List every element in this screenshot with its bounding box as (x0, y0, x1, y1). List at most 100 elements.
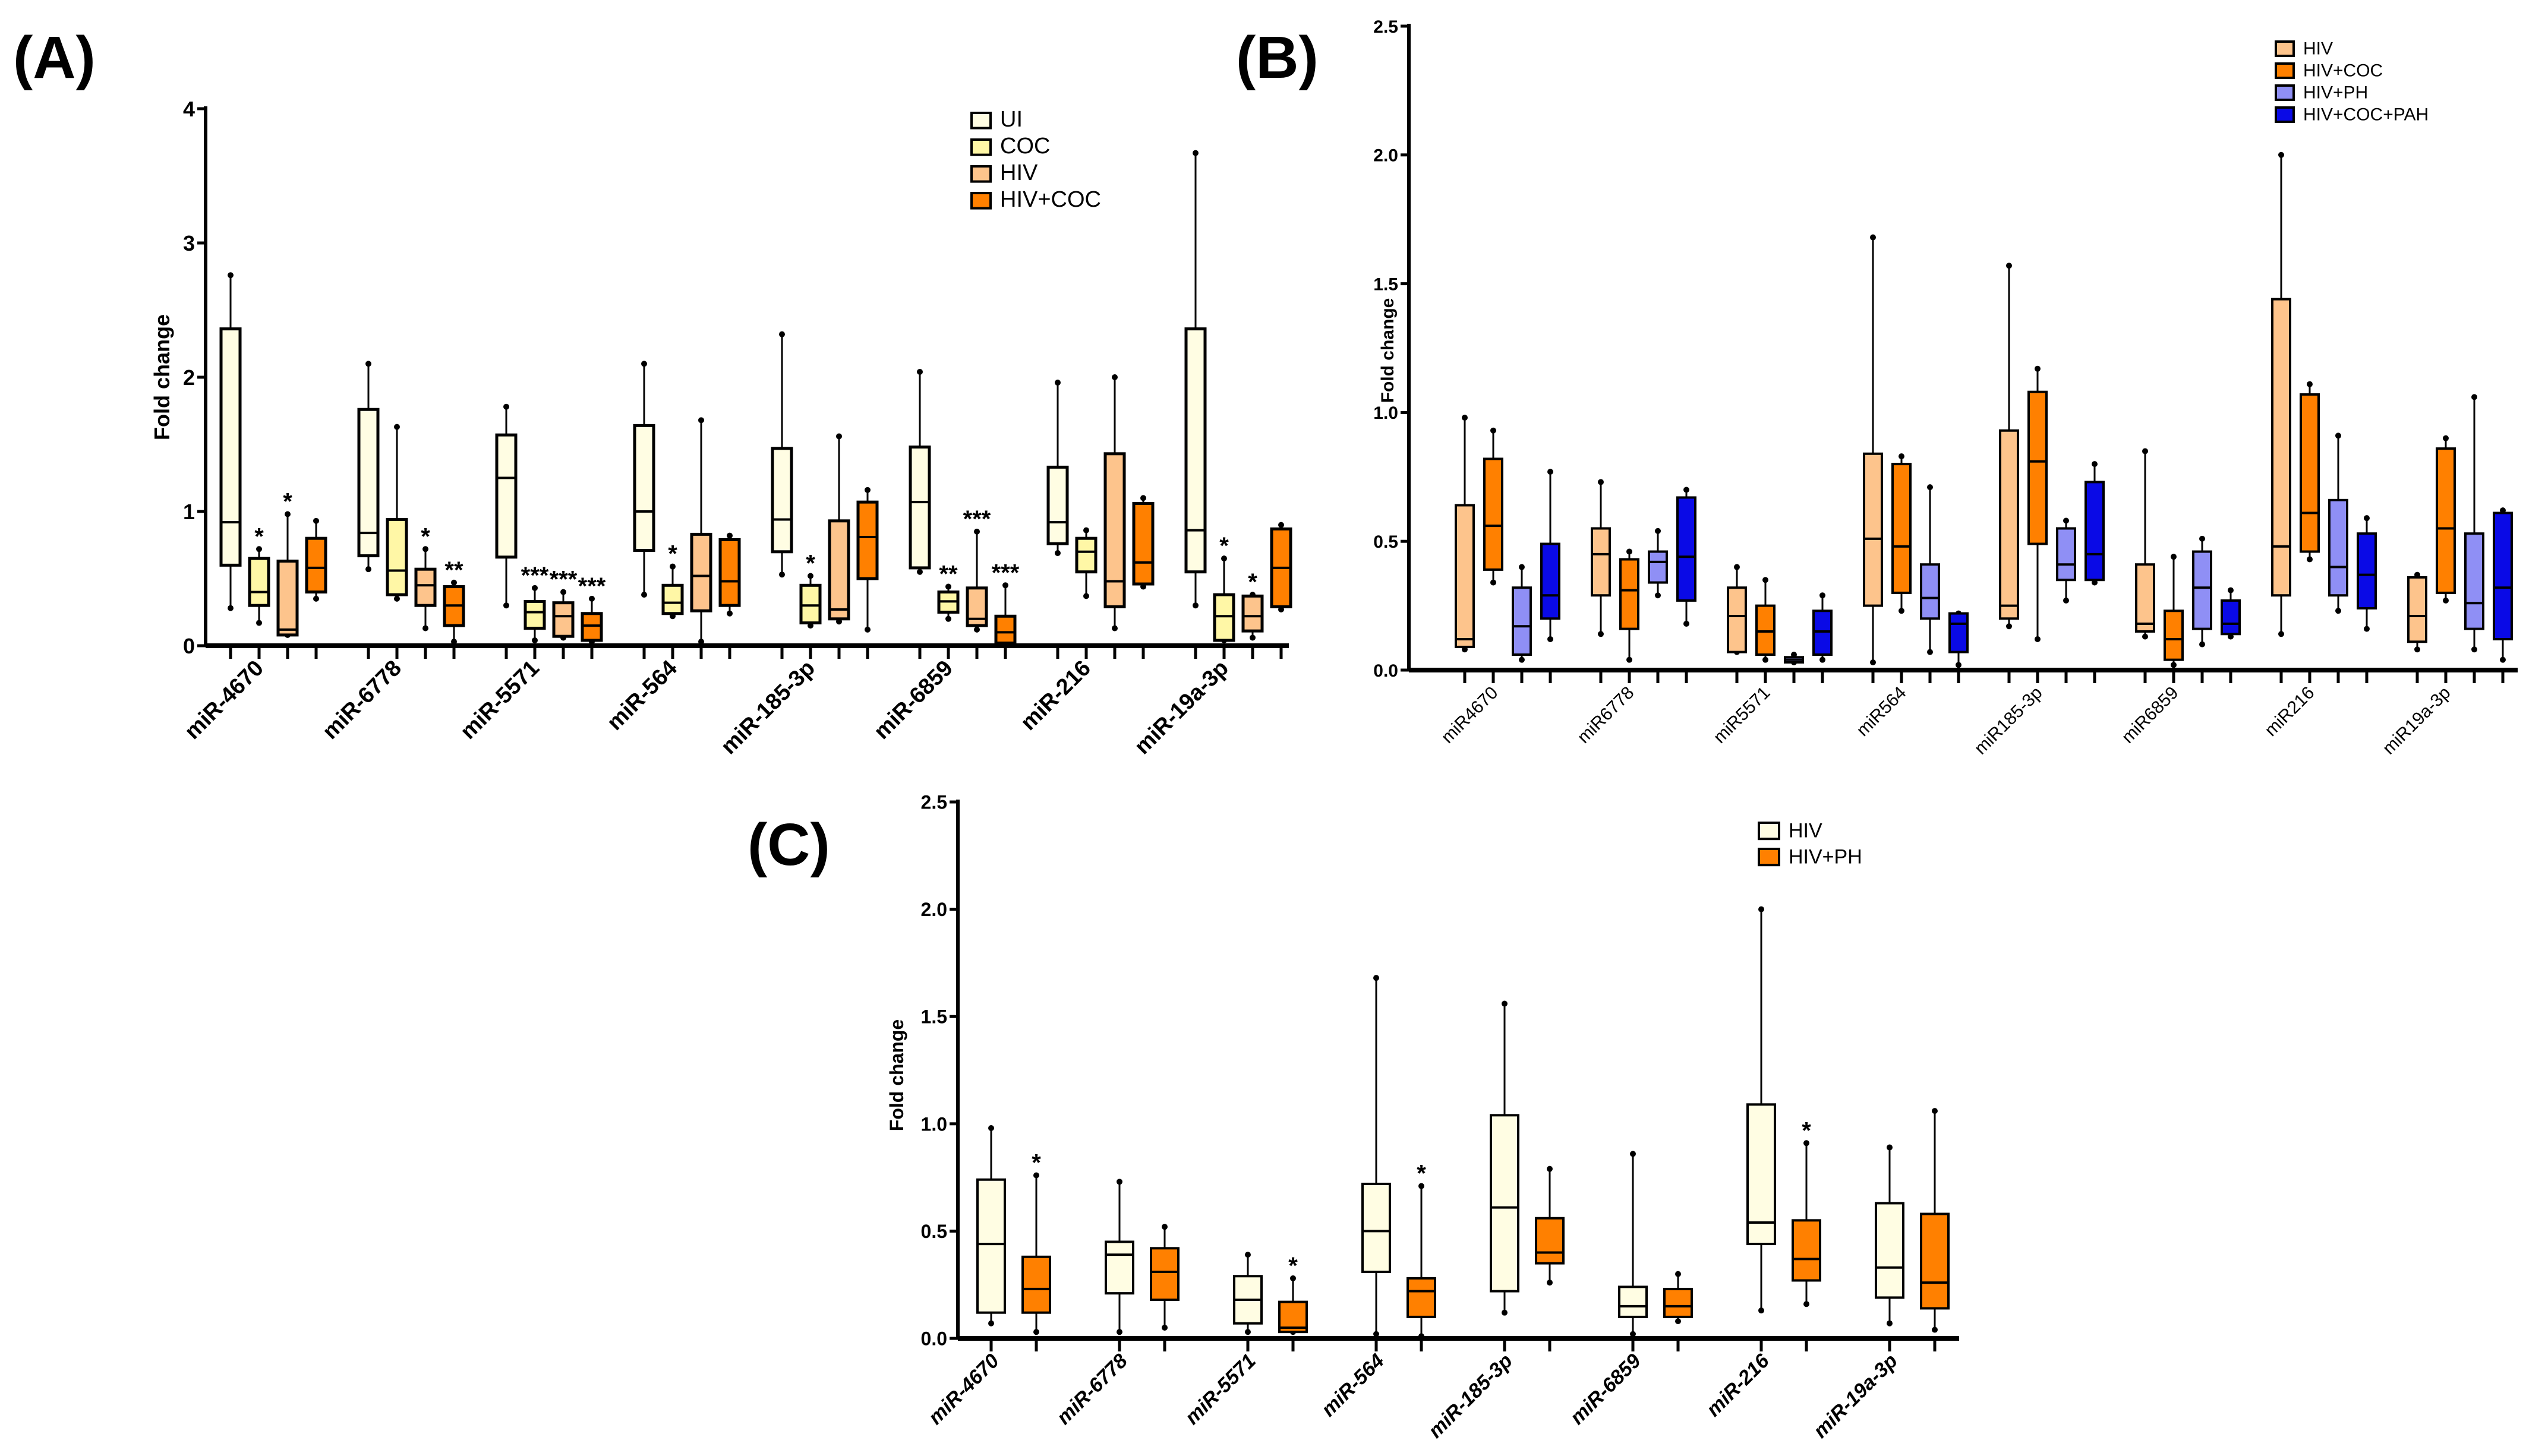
box-coc-mir-5571: *** (521, 563, 549, 643)
max-point (2006, 263, 2012, 269)
max-point (228, 272, 234, 279)
box-hiv-ph-mir-6859 (1663, 1271, 1693, 1325)
category-label: miR19a-3p (2379, 683, 2454, 759)
box-iqr (581, 612, 603, 642)
legend-label: HIV+COC (1000, 187, 1101, 212)
box-iqr (1619, 558, 1639, 630)
max-point (2035, 365, 2041, 372)
box-iqr (1920, 563, 1940, 620)
box-iqr (1021, 1255, 1051, 1314)
legend-label: HIV+PH (2303, 83, 2368, 103)
significance-marker: * (806, 550, 815, 576)
box-iqr (2056, 527, 2076, 582)
box-iqr (1150, 1247, 1180, 1301)
max-point (1221, 555, 1227, 562)
significance-marker: * (283, 489, 292, 515)
min-point (1490, 579, 1496, 586)
max-point (2171, 554, 2177, 560)
significance-marker: *** (550, 567, 578, 593)
box-coc-mir-6859: ** (937, 561, 960, 622)
panel-label-a: (A) (13, 24, 96, 91)
box-hiv-coc-pah-mir19a-3p (2493, 507, 2513, 663)
legend-label: HIV (1789, 819, 1822, 842)
max-point (2335, 432, 2341, 439)
box-hiv-ph-mir-216: * (1792, 1117, 1821, 1307)
chart-c: 0.0 0.5 1.0 1.5 2.0 2.5 Fold change * miR-4670 mi… (886, 792, 1959, 1442)
box-iqr (2407, 576, 2427, 643)
box-hiv-ph-mir185-3p (2056, 517, 2076, 604)
box-iqr (414, 567, 437, 607)
category-label: miR4670 (1437, 683, 1502, 747)
min-point (2307, 556, 2313, 563)
box-ui-mir-216 (1046, 380, 1069, 557)
box-iqr (633, 424, 655, 552)
significance-marker: ** (444, 557, 463, 583)
box-iqr (2192, 550, 2212, 630)
box-hiv-coc-pah-mir5571 (1812, 592, 1833, 663)
box-hiv-coc-pah-mir6778 (1676, 487, 1696, 627)
min-point (1927, 649, 1933, 655)
box-iqr (305, 536, 327, 594)
box-hiv-coc-mir6778 (1619, 548, 1639, 663)
min-point (1547, 636, 1553, 642)
max-point (1803, 1140, 1809, 1147)
box-iqr (1591, 527, 1611, 597)
box-hiv-mir-5571: *** (550, 567, 578, 641)
box-iqr (909, 446, 931, 570)
box-hiv-ph-mir6859 (2192, 535, 2212, 648)
min-point (1547, 1280, 1553, 1286)
max-point (422, 546, 428, 552)
box-iqr (1483, 457, 1503, 571)
box-iqr (2135, 563, 2155, 633)
min-point (2414, 646, 2420, 653)
min-point (698, 639, 704, 645)
box-hiv-mir-4670: * (276, 489, 299, 638)
box-iqr (1948, 612, 1969, 653)
box-coc-mir-185-3p: * (799, 550, 822, 629)
box-iqr (357, 408, 380, 558)
legend-label: UI (1000, 107, 1023, 132)
box-iqr (1540, 542, 1560, 620)
min-point (1675, 1318, 1681, 1325)
category-label: miR-19a-3p (1130, 656, 1234, 760)
box-iqr (856, 500, 879, 580)
y-tick-label: 0 (183, 634, 195, 658)
max-point (1002, 582, 1008, 589)
category-label: miR216 (2261, 683, 2318, 740)
max-point (2307, 381, 2313, 387)
box-hiv-ph-mir19a-3p (2464, 394, 2484, 653)
min-point (1083, 593, 1089, 599)
box-hiv-ph-mir-185-3p (1535, 1166, 1565, 1286)
max-point (1462, 415, 1468, 421)
legend-swatch (2275, 106, 2295, 123)
min-point (2035, 636, 2041, 642)
box-hiv-ph-mir564 (1920, 484, 1940, 655)
max-point (1899, 453, 1904, 460)
box-hiv-coc-mir-564 (718, 532, 741, 617)
box-hiv-coc-pah-mir564 (1948, 610, 1969, 668)
box-hiv-mir-4670 (976, 1125, 1006, 1326)
min-point (422, 625, 428, 631)
box-ui-mir-4670 (219, 272, 242, 611)
min-point (1193, 602, 1199, 609)
box-iqr (2164, 609, 2184, 661)
category-label: miR-216 (1016, 656, 1096, 735)
box-iqr (386, 518, 408, 596)
box-hiv-coc-mir564 (1891, 453, 1912, 614)
category-label: miR-6778 (1052, 1350, 1132, 1429)
y-tick-label: 0.0 (1373, 661, 1398, 681)
max-point (865, 487, 871, 493)
box-coc-mir-216 (1075, 527, 1098, 599)
min-point (1502, 1309, 1508, 1316)
box-iqr (1075, 536, 1098, 574)
box-iqr (276, 560, 299, 637)
max-point (2443, 435, 2449, 441)
box-hiv-coc-mir185-3p (2027, 365, 2048, 642)
legend-label: HIV (2303, 39, 2333, 59)
min-point (365, 566, 371, 573)
box-iqr (1512, 586, 1532, 656)
min-point (1055, 550, 1061, 557)
box-iqr (524, 599, 546, 630)
legend-label: HIV+COC (2303, 61, 2383, 81)
box-hiv-coc-pah-mir4670 (1540, 469, 1560, 642)
